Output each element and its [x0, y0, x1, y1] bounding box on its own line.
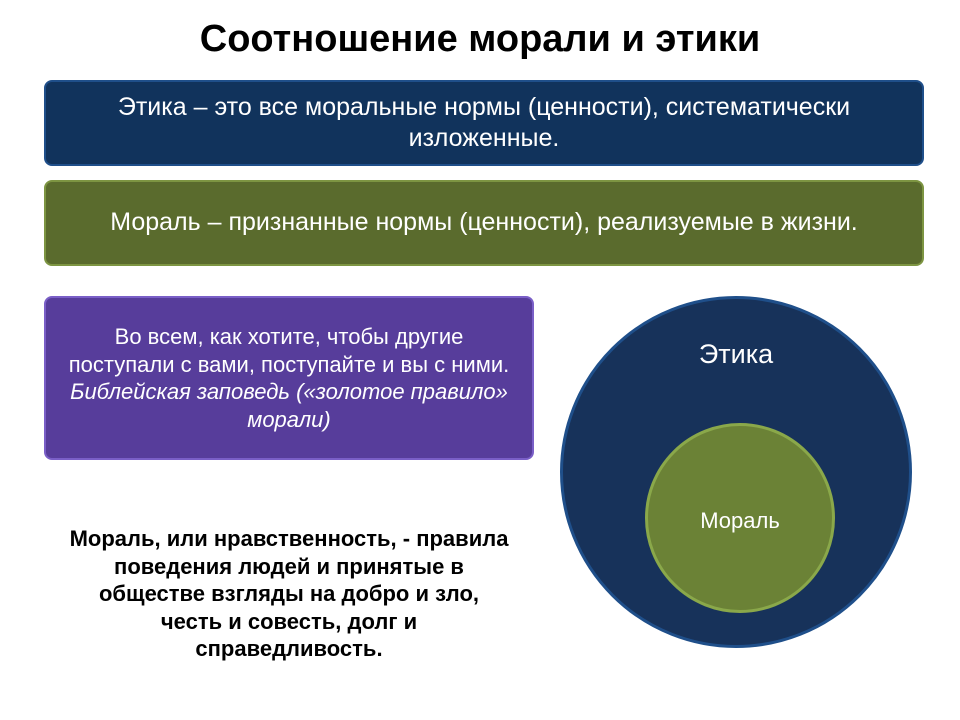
moral-long-box: Мораль, или нравственность, - правила по…	[44, 510, 534, 678]
ethics-definition-text: Этика – это все моральные нормы (ценност…	[68, 92, 900, 155]
moral-long-text: Мораль, или нравственность, - правила по…	[66, 525, 512, 663]
ethics-outer-circle: Этика Мораль	[560, 296, 912, 648]
moral-inner-circle: Мораль	[645, 423, 835, 613]
ethics-moral-diagram: Этика Мораль	[560, 296, 912, 648]
golden-rule-box: Во всем, как хотите, чтобы другие поступ…	[44, 296, 534, 460]
ethics-definition-box: Этика – это все моральные нормы (ценност…	[44, 80, 924, 166]
page-title: Соотношение морали и этики	[0, 18, 960, 61]
ethics-outer-label: Этика	[563, 339, 909, 370]
golden-rule-inner: Во всем, как хотите, чтобы другие поступ…	[68, 323, 510, 433]
golden-rule-line1: Во всем, как хотите, чтобы другие поступ…	[69, 324, 509, 377]
moral-inner-label: Мораль	[648, 508, 832, 534]
moral-definition-box: Мораль – признанные нормы (ценности), ре…	[44, 180, 924, 266]
golden-rule-line2: Библейская заповедь («золотое правило» м…	[70, 379, 508, 432]
moral-definition-text: Мораль – признанные нормы (ценности), ре…	[68, 207, 900, 238]
